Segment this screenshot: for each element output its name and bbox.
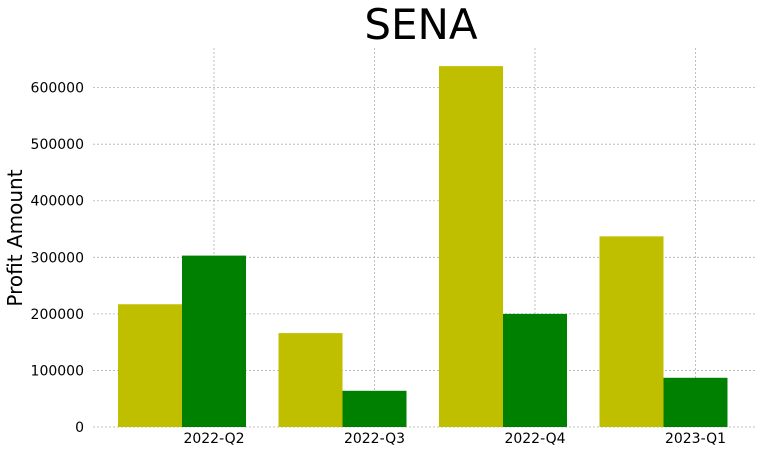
bar [439, 66, 503, 427]
y-tick-label: 400000 [31, 194, 84, 210]
y-axis-label: Profit Amount [3, 169, 27, 306]
chart-title: SENA [364, 0, 478, 49]
y-tick-label: 100000 [31, 363, 84, 379]
y-tick-labels: 0 100000 200000 300000 400000 500000 600000 [31, 81, 84, 436]
bar [278, 333, 343, 427]
x-tick-label: 2022-Q2 [183, 431, 244, 447]
bar [599, 236, 664, 427]
y-tick-label: 600000 [31, 81, 84, 97]
y-tick-label: 500000 [31, 137, 84, 153]
bar [182, 255, 246, 427]
x-tick-label: 2023-Q1 [665, 431, 726, 447]
bar [342, 390, 407, 427]
x-tick-label: 2022-Q3 [344, 431, 405, 447]
bar [663, 377, 728, 427]
y-tick-label: 0 [75, 420, 84, 436]
y-tick-label: 300000 [31, 250, 84, 266]
y-tick-label: 200000 [31, 307, 84, 323]
bar [118, 304, 182, 427]
x-tick-labels: 2022-Q2 2022-Q3 2022-Q4 2023-Q1 [183, 431, 726, 447]
bars [118, 66, 728, 427]
bar [503, 313, 567, 427]
x-tick-label: 2022-Q4 [504, 431, 565, 447]
